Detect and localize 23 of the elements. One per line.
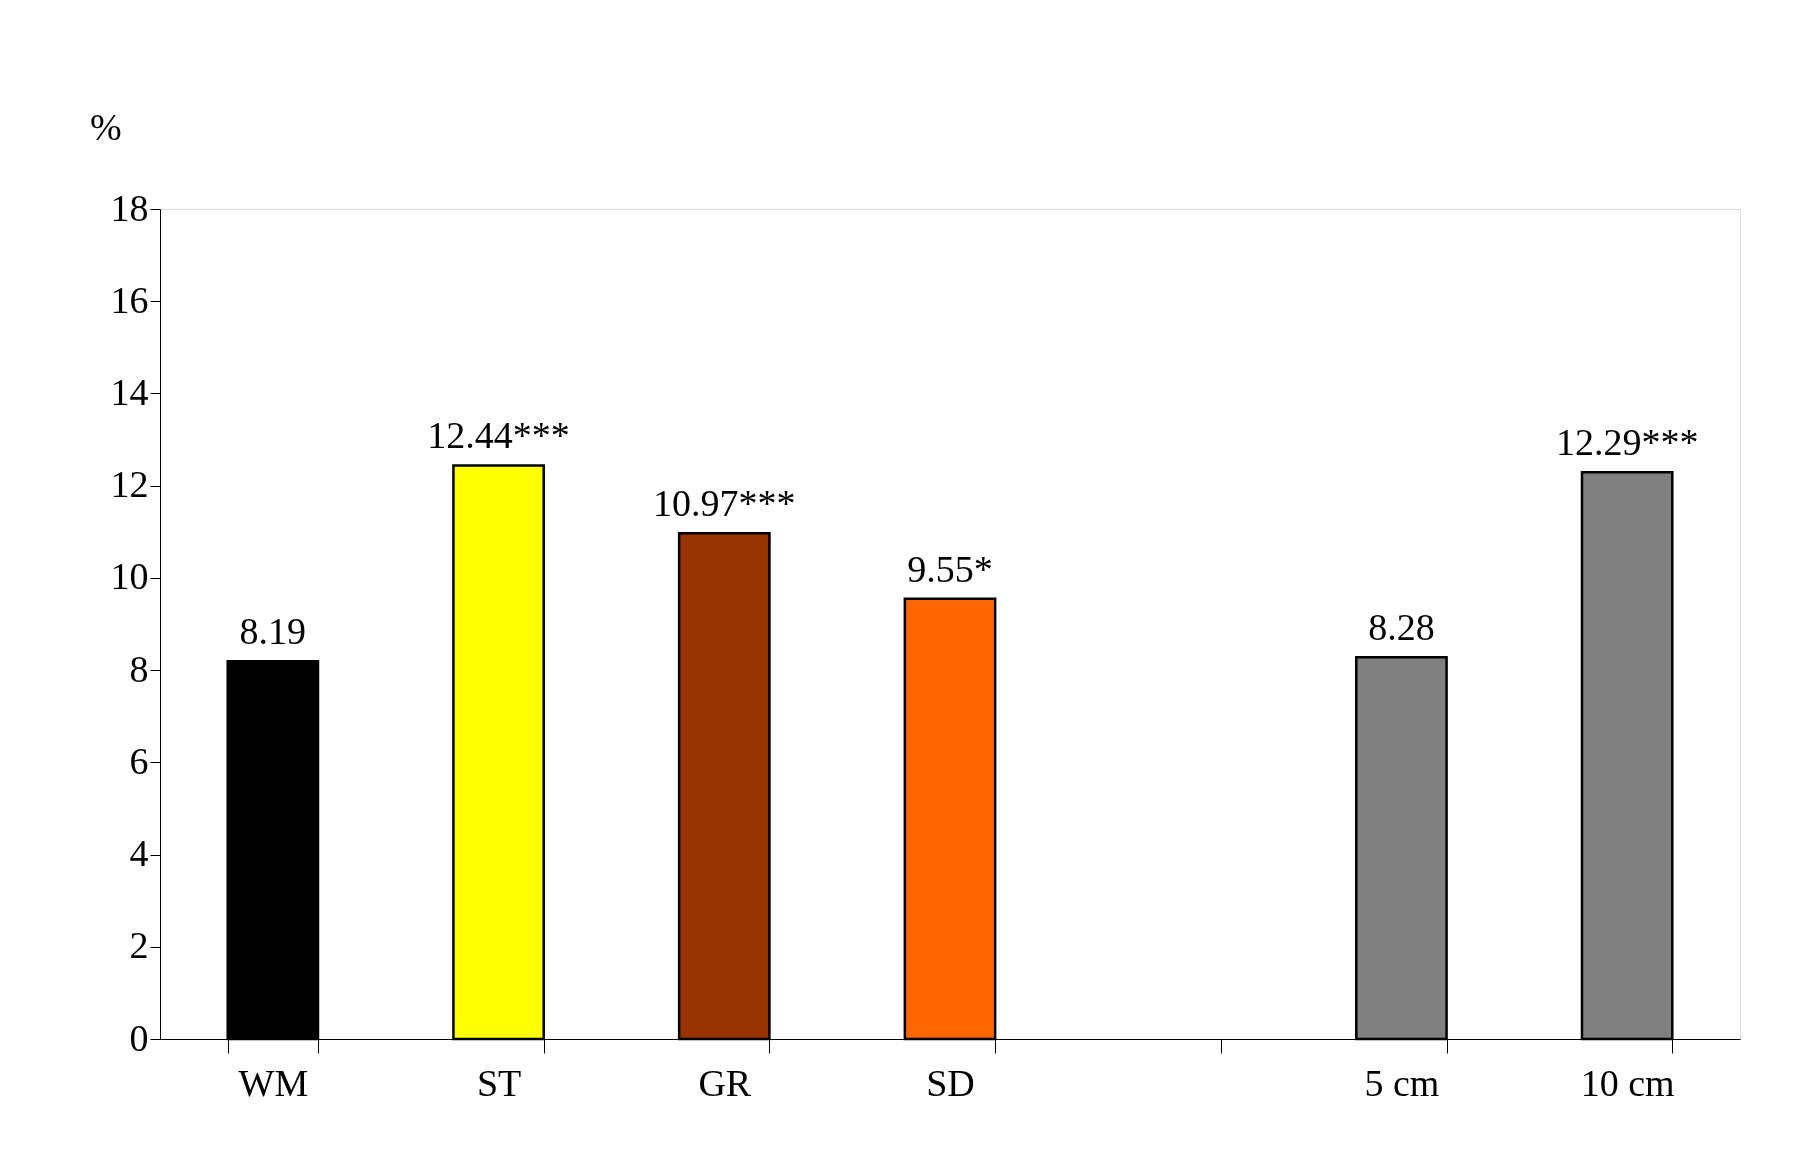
x-tick-label: ST (476, 1061, 522, 1104)
y-tick-label: 8 (129, 647, 149, 690)
y-tick-label: 10 (110, 555, 149, 598)
data-label: 10.97*** (653, 482, 796, 525)
y-axis-title: % (90, 106, 122, 148)
data-label: 12.44*** (427, 414, 570, 457)
x-tick-label: SD (926, 1061, 975, 1104)
y-tick-label: 4 (129, 832, 149, 875)
x-tick-label: WM (238, 1061, 309, 1104)
y-tick-label: 14 (110, 370, 149, 413)
data-label: 8.19 (239, 610, 307, 653)
y-tick-label: 2 (129, 924, 149, 967)
y-tick-label: 0 (129, 1016, 149, 1059)
x-tick-label: GR (698, 1061, 752, 1104)
y-tick-label: 18 (110, 186, 149, 229)
data-label: 8.28 (1368, 606, 1435, 649)
x-tick-label: 5 cm (1364, 1061, 1440, 1104)
data-label: 12.29*** (1555, 421, 1699, 464)
x-tick-label: 10 cm (1580, 1061, 1675, 1104)
y-tick-label: 6 (129, 739, 149, 782)
data-label: 9.55* (907, 547, 993, 590)
y-tick-label: 16 (110, 278, 149, 321)
y-tick-label: 12 (110, 463, 149, 506)
